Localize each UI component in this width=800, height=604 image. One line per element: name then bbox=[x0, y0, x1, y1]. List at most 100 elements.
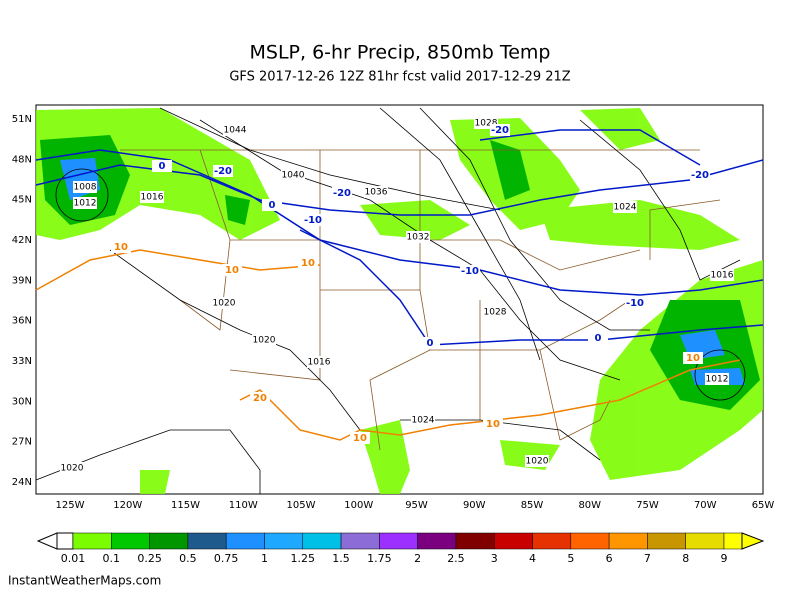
isobar-label: 1016 bbox=[308, 358, 331, 368]
lon-label: 120W bbox=[113, 500, 142, 511]
lon-label: 75W bbox=[636, 500, 659, 511]
isobar-label: 1020 bbox=[253, 336, 276, 346]
lon-label: 125W bbox=[56, 500, 85, 511]
temp-label-bg bbox=[490, 124, 510, 136]
isobar-label-bg bbox=[60, 462, 84, 474]
colorbar-bin bbox=[647, 532, 686, 550]
colorbar-bin bbox=[56, 532, 74, 550]
temp-label: -20 bbox=[691, 170, 709, 181]
isobar-label: 1016 bbox=[141, 193, 164, 203]
lat-label: 27N bbox=[12, 437, 32, 448]
colorbar-label: 0.25 bbox=[137, 552, 162, 565]
lon-label: 80W bbox=[578, 500, 601, 511]
isobar-label: 1044 bbox=[224, 126, 247, 136]
lat-label: 39N bbox=[12, 275, 32, 286]
temp-cold bbox=[35, 129, 764, 346]
temp-label: -10 bbox=[304, 215, 322, 226]
colorbar-bin bbox=[340, 532, 380, 550]
isobar-label: 1008 bbox=[74, 183, 97, 193]
temp-label: -10 bbox=[461, 266, 479, 277]
lon-label: 70W bbox=[694, 500, 717, 511]
colorbar-label: 8 bbox=[682, 552, 689, 565]
temp-label-bg bbox=[250, 392, 270, 404]
colorbar-bin bbox=[532, 532, 572, 550]
isobar-label: 1012 bbox=[74, 199, 97, 209]
isobar-label: 1028 bbox=[475, 119, 498, 129]
temp-label: 10 bbox=[486, 419, 500, 430]
isobar-label: 1024 bbox=[614, 203, 637, 213]
isobar-label: 1020 bbox=[526, 457, 549, 467]
colorbar-high-arrow bbox=[741, 532, 765, 550]
temp-label-bg bbox=[350, 432, 370, 444]
colorbar-label: 1 bbox=[261, 552, 268, 565]
temp-label: 10 bbox=[225, 265, 239, 276]
colorbar-bin bbox=[225, 532, 265, 550]
lon-label: 105W bbox=[287, 500, 316, 511]
temp-label-bg bbox=[111, 241, 131, 253]
colorbar-label: 1.5 bbox=[332, 552, 350, 565]
temp-label-bg bbox=[222, 264, 242, 276]
isobar-label-bg bbox=[140, 191, 164, 203]
isobar-label-bg bbox=[406, 231, 430, 243]
colorbar-bin bbox=[417, 532, 457, 550]
colorbar-label: 0.75 bbox=[214, 552, 239, 565]
colorbar-bin bbox=[264, 532, 304, 550]
isobar-label-bg bbox=[710, 269, 734, 281]
subtitle: GFS 2017-12-26 12Z 81hr fcst valid 2017-… bbox=[229, 70, 570, 85]
colorbar-bin bbox=[379, 532, 418, 550]
map bbox=[35, 104, 764, 495]
lat-label: 42N bbox=[12, 235, 32, 246]
lat-label: 24N bbox=[12, 477, 32, 488]
colorbar-bin bbox=[149, 532, 189, 550]
isobar-label-bg bbox=[411, 414, 435, 426]
lat-label: 30N bbox=[12, 396, 32, 407]
temp-label-bg bbox=[262, 199, 282, 211]
lon-label: 95W bbox=[405, 500, 428, 511]
isobar-label-bg bbox=[525, 455, 549, 467]
temp-label-bg bbox=[588, 332, 608, 344]
colorbar-bin bbox=[455, 532, 495, 550]
temp-label: 10 bbox=[353, 433, 367, 444]
temp-label: -20 bbox=[333, 188, 351, 199]
temp-label: 0 bbox=[427, 338, 434, 349]
isobar-label: 1012 bbox=[706, 375, 729, 385]
temp-label: 20 bbox=[253, 393, 267, 404]
colorbar-label: 2.5 bbox=[447, 552, 465, 565]
colorbar-low-arrow bbox=[36, 532, 58, 550]
temp-label-bg bbox=[303, 214, 323, 226]
lon-label: 90W bbox=[463, 500, 486, 511]
colorbar-label: 7 bbox=[644, 552, 651, 565]
isobar-label-bg bbox=[281, 169, 305, 181]
temp-label-bg bbox=[420, 337, 440, 349]
temp-label-bg bbox=[625, 297, 645, 309]
isobar-label-bg bbox=[212, 297, 236, 309]
lon-label: 85W bbox=[521, 500, 544, 511]
colorbar-label: 9 bbox=[721, 552, 728, 565]
isobar-label: 1024 bbox=[412, 416, 435, 426]
colorbar-bin bbox=[111, 532, 150, 550]
isobar-label-bg bbox=[613, 201, 637, 213]
colorbar-bin bbox=[685, 532, 725, 550]
temp-label-bg bbox=[690, 169, 710, 181]
lat-label: 48N bbox=[12, 154, 32, 165]
credit: InstantWeatherMaps.com bbox=[8, 574, 161, 588]
colorbar-label: 4 bbox=[529, 552, 536, 565]
colorbar: 0.01 0.1 0.25 0.5 0.75 1 1.25 1.5 1.75 2 2.5 3 4 5 6 7 8… bbox=[36, 532, 765, 565]
temp-label: 10 bbox=[114, 242, 128, 253]
colorbar-label: 2 bbox=[414, 552, 421, 565]
isobar-label-bg bbox=[483, 306, 507, 318]
isobar-label-bg bbox=[307, 356, 331, 368]
isobar-label-bg bbox=[73, 197, 97, 209]
colorbar-label: 6 bbox=[606, 552, 613, 565]
temp-label: -10 bbox=[626, 298, 644, 309]
temp-label: 10 bbox=[301, 258, 315, 269]
lat-label: 36N bbox=[12, 316, 32, 327]
colorbar-label: 5 bbox=[567, 552, 574, 565]
lon-label: 65W bbox=[752, 500, 775, 511]
temp-label: 10 bbox=[686, 353, 700, 364]
lat-label: 45N bbox=[12, 195, 32, 206]
temp-label: -20 bbox=[214, 166, 232, 177]
colorbar-bin bbox=[723, 532, 743, 550]
colorbar-bin bbox=[72, 532, 112, 550]
temp-label-bg bbox=[298, 257, 318, 269]
